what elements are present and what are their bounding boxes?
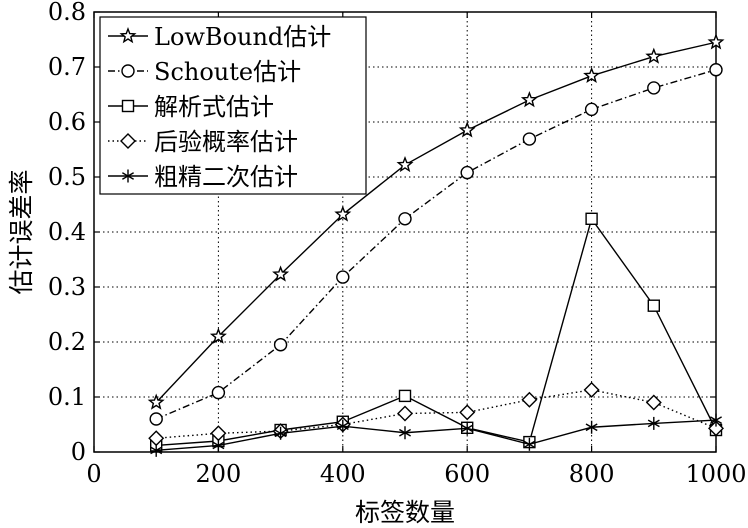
x-tick-label: 200 (195, 460, 241, 488)
legend-entry: LowBound估计 (108, 23, 331, 51)
data-point-diamond (708, 420, 724, 437)
asterisk-stroke (710, 416, 722, 424)
legend-label: LowBound估计 (154, 23, 331, 51)
asterisk-stroke (585, 423, 598, 432)
data-point-star (583, 66, 601, 84)
y-tick-label: 0.5 (48, 163, 86, 191)
y-tick-label: 0 (71, 438, 86, 466)
series-line (156, 217, 717, 447)
data-point-star (334, 205, 352, 222)
data-point-star (396, 155, 414, 173)
data-point-star (147, 393, 165, 410)
legend-marker-diamond (120, 133, 136, 149)
y-tick-label: 0.7 (48, 53, 86, 81)
legend-marker-square (121, 99, 135, 113)
data-point-circle (149, 412, 163, 426)
data-point-asterisk (647, 416, 660, 430)
data-point-square (585, 212, 598, 226)
data-point-asterisk (461, 421, 474, 435)
data-point-asterisk (336, 419, 349, 433)
asterisk-stroke (122, 172, 134, 180)
axis-ticks: 0 200 400 600 800 1000 0 0.1 0.2 0.3 0.4 0.5 0.6 0.7 0… (48, 0, 747, 488)
series-3 (149, 212, 723, 452)
series-4 (148, 381, 724, 447)
data-point-circle (584, 102, 599, 117)
data-point-asterisk (710, 413, 722, 427)
series-line (156, 419, 717, 452)
legend-entry: 解析式估计 (108, 93, 274, 121)
legend-marker-star (119, 27, 137, 44)
legend-label: 粗精二次估计 (154, 163, 298, 191)
x-tick-label: 1000 (685, 460, 746, 488)
legend-label: 解析式估计 (154, 93, 274, 121)
data-point-circle (522, 132, 537, 146)
data-point-circle (647, 81, 661, 95)
x-tick-label: 600 (444, 460, 490, 488)
x-tick-label: 800 (569, 460, 615, 488)
data-series (147, 33, 725, 457)
data-point-asterisk (399, 426, 411, 440)
data-point-diamond (459, 404, 476, 421)
data-point-star (645, 47, 663, 64)
legend-entry: 后验概率估计 (108, 128, 298, 156)
data-point-asterisk (523, 437, 536, 451)
data-point-diamond (583, 381, 600, 398)
data-point-circle (211, 385, 226, 400)
asterisk-stroke (647, 419, 660, 428)
series-2 (149, 63, 723, 426)
data-point-asterisk (585, 420, 598, 434)
asterisk-stroke (336, 422, 349, 431)
data-point-asterisk (274, 426, 287, 440)
y-tick-label: 0.8 (48, 0, 86, 26)
data-point-square (647, 299, 660, 312)
legend-entry: Schoute估计 (108, 58, 301, 86)
data-point-circle (460, 165, 474, 180)
y-tick-label: 0.3 (48, 273, 86, 301)
asterisk-stroke (212, 441, 225, 450)
asterisk-stroke (274, 429, 287, 438)
asterisk-stroke (399, 428, 411, 437)
series-1 (147, 33, 725, 410)
data-point-circle (709, 63, 723, 77)
asterisk-stroke (150, 446, 163, 455)
data-point-star (520, 91, 538, 108)
series-line (155, 69, 717, 420)
y-tick-label: 0.6 (48, 108, 86, 136)
data-point-star (209, 327, 227, 344)
data-point-circle (336, 270, 350, 284)
data-point-diamond (645, 394, 662, 411)
data-point-star (458, 121, 476, 138)
data-point-star (272, 265, 290, 282)
data-point-diamond (397, 405, 413, 422)
legend-marker-asterisk (122, 169, 134, 183)
x-tick-label: 400 (320, 460, 366, 488)
series-5 (150, 413, 722, 457)
data-point-asterisk (212, 438, 225, 452)
legend-entry: 粗精二次估计 (108, 163, 298, 191)
y-tick-label: 0.1 (48, 383, 86, 411)
data-point-star (707, 33, 725, 50)
x-tick-label: 0 (86, 460, 101, 488)
legend-label: Schoute估计 (154, 58, 301, 86)
asterisk-stroke (461, 424, 474, 433)
y-tick-label: 0.4 (48, 218, 86, 246)
data-point-asterisk (150, 443, 163, 457)
y-axis-label: 估计误差率 (7, 169, 36, 294)
data-point-square (398, 389, 412, 403)
legend-marker-circle (121, 64, 135, 78)
legend-label: 后验概率估计 (154, 128, 298, 156)
x-axis-label: 标签数量 (355, 498, 455, 527)
asterisk-stroke (523, 440, 536, 449)
data-point-circle (273, 338, 288, 352)
data-point-diamond (521, 391, 538, 408)
y-tick-label: 0.2 (48, 328, 86, 356)
series-line (155, 41, 717, 403)
data-point-circle (398, 212, 412, 226)
